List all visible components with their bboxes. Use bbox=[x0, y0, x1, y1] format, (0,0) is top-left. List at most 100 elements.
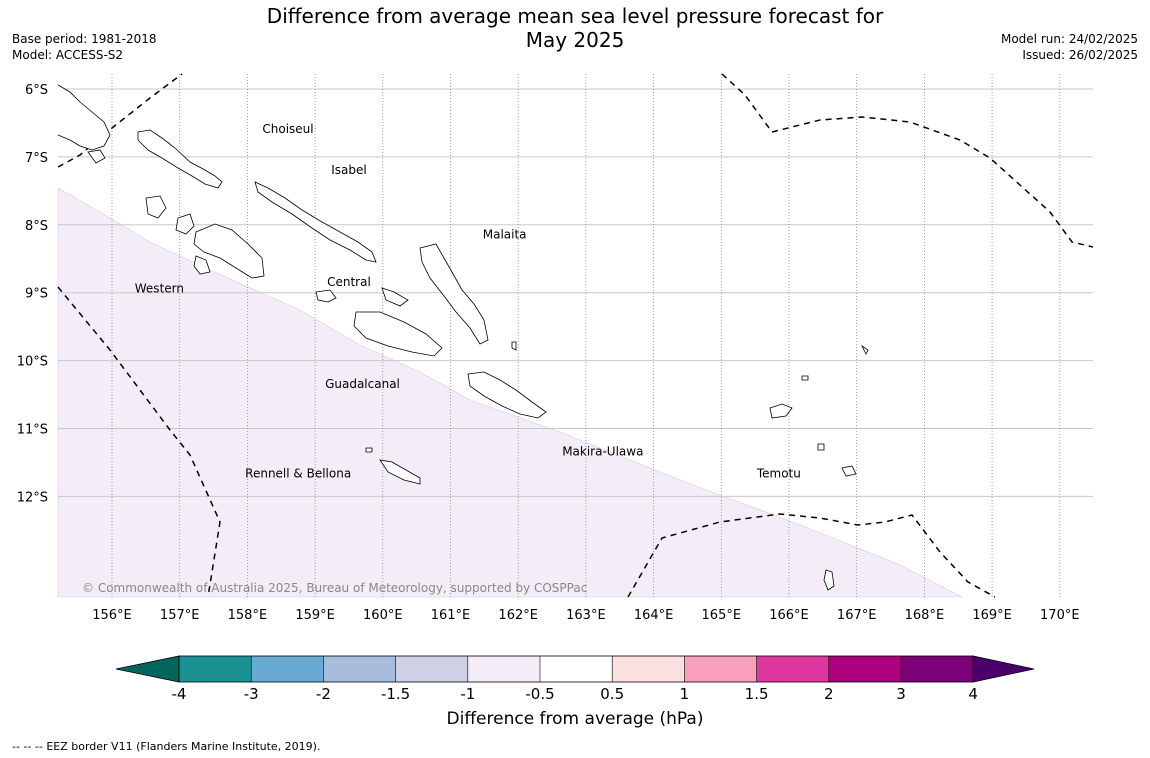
island-outlines bbox=[57, 84, 869, 591]
lat-label: 11°S bbox=[17, 423, 48, 438]
map-panel: 6°S 7°S 8°S 9°S 10°S 11°S 12°S 156°E 157°E 158°E… bbox=[17, 73, 1094, 623]
island-buka bbox=[87, 149, 106, 164]
lon-label: 167°E bbox=[837, 608, 877, 623]
title-line-1: Difference from average mean sea level p… bbox=[266, 4, 884, 28]
map-figure: 6°S 7°S 8°S 9°S 10°S 11°S 12°S 156°E 157°E 158°E… bbox=[17, 73, 1094, 700]
colorbar-segment bbox=[395, 656, 469, 682]
eez-legend-symbol: -- -- -- bbox=[12, 740, 43, 753]
colorbar-segment bbox=[179, 656, 252, 682]
island-vanikoro bbox=[841, 465, 857, 477]
island-russell bbox=[381, 287, 409, 307]
colorbar-segment bbox=[756, 656, 830, 682]
lon-label: 159°E bbox=[295, 608, 335, 623]
island-bougainville bbox=[57, 84, 111, 151]
island-rendova bbox=[193, 255, 211, 275]
issued-date: Issued: 26/02/2025 bbox=[1022, 48, 1138, 62]
colorbar-tick-label: 1 bbox=[680, 685, 690, 700]
eez-border-se bbox=[627, 513, 996, 598]
colorbar-tick-label: 3 bbox=[896, 685, 906, 700]
colorbar-tick-label: -1 bbox=[460, 685, 475, 700]
colorbar-segment bbox=[251, 656, 324, 682]
colorbar-tick-label: 2 bbox=[824, 685, 834, 700]
colorbar-tick-label: -2 bbox=[316, 685, 331, 700]
island-vella-lavella bbox=[145, 195, 167, 219]
lon-label: 158°E bbox=[228, 608, 268, 623]
island-western-group bbox=[193, 223, 265, 279]
model-name: Model: ACCESS-S2 bbox=[12, 48, 124, 62]
colorbar-tick-label: 4 bbox=[968, 685, 978, 700]
region-label: Temotu bbox=[756, 466, 801, 480]
lon-label: 169°E bbox=[972, 608, 1012, 623]
colorbar-tick-label: 1.5 bbox=[745, 685, 769, 700]
footer-legend: -- -- -- EEZ border V11 (Flanders Marine… bbox=[12, 740, 320, 753]
colorbar-tick-label: -1.5 bbox=[381, 685, 410, 700]
lon-label: 160°E bbox=[363, 608, 403, 623]
island-bellona bbox=[365, 447, 373, 453]
region-label: Choiseul bbox=[262, 122, 313, 136]
island-malaita bbox=[419, 243, 489, 345]
colorbar-title: Difference from average (hPa) bbox=[446, 709, 704, 729]
island-santa-cruz bbox=[769, 403, 793, 419]
island-tikopia bbox=[823, 569, 835, 591]
meta-left: Base period: 1981-2018 Model: ACCESS-S2 bbox=[12, 31, 157, 63]
colorbar-tick-label: -3 bbox=[244, 685, 259, 700]
eez-borders bbox=[57, 73, 1094, 598]
colorbar-tick-label: -0.5 bbox=[525, 685, 554, 700]
colorbar-tick-label: -4 bbox=[172, 685, 187, 700]
island-new-georgia bbox=[175, 213, 195, 235]
latitude-labels: 6°S 7°S 8°S 9°S 10°S 11°S 12°S bbox=[17, 83, 48, 505]
island-ulawa bbox=[511, 341, 517, 351]
latitude-gridlines bbox=[58, 88, 1093, 497]
lon-label: 164°E bbox=[634, 608, 674, 623]
lon-label: 162°E bbox=[498, 608, 538, 623]
model-run: Model run: 24/02/2025 bbox=[1000, 32, 1138, 46]
region-label: Isabel bbox=[331, 163, 366, 177]
lon-label: 166°E bbox=[769, 608, 809, 623]
lon-label: 165°E bbox=[702, 608, 742, 623]
colorbar-segment bbox=[467, 656, 541, 682]
region-label: Malaita bbox=[483, 227, 527, 241]
colorbar-segment bbox=[540, 656, 613, 682]
region-label: Western bbox=[135, 282, 184, 296]
longitude-gridlines bbox=[111, 74, 1061, 597]
lat-label: 9°S bbox=[25, 287, 48, 302]
region-label: Central bbox=[327, 275, 371, 289]
island-choiseul bbox=[137, 129, 223, 189]
lon-label: 168°E bbox=[905, 608, 945, 623]
longitude-labels: 156°E 157°E 158°E 159°E 160°E 161°E 162°E 163°E… bbox=[92, 608, 1079, 623]
eez-border-sw bbox=[57, 286, 221, 598]
base-period: Base period: 1981-2018 bbox=[12, 32, 157, 46]
colorbar-tick-label: 0.5 bbox=[600, 685, 624, 700]
colorbar-segment bbox=[612, 656, 685, 682]
island-guadalcanal bbox=[353, 311, 443, 357]
lat-label: 8°S bbox=[25, 219, 48, 234]
colorbar-segment bbox=[684, 656, 758, 682]
lon-label: 170°E bbox=[1040, 608, 1080, 623]
colorbar-segment bbox=[901, 656, 974, 682]
eez-border-ne bbox=[721, 73, 1094, 248]
lat-label: 12°S bbox=[17, 490, 48, 505]
colorbar-over-arrow bbox=[972, 655, 1035, 683]
lon-label: 156°E bbox=[92, 608, 132, 623]
island-duff bbox=[801, 375, 809, 381]
region-label: Guadalcanal bbox=[325, 377, 400, 391]
lon-label: 161°E bbox=[431, 608, 471, 623]
island-makira bbox=[467, 371, 547, 419]
island-isabel bbox=[254, 181, 377, 263]
island-florida bbox=[315, 289, 337, 303]
meta-right: Model run: 24/02/2025 Issued: 26/02/2025 bbox=[1001, 31, 1138, 63]
colorbar-under-arrow bbox=[115, 655, 180, 683]
eez-border-nw bbox=[57, 73, 183, 168]
island-ontong bbox=[860, 344, 869, 355]
region-labels: Choiseul Isabel Malaita Central Western Guada… bbox=[135, 122, 801, 480]
lat-label: 6°S bbox=[25, 83, 48, 98]
colorbar: -4 -3 -2 -1.5 -1 -0.5 0.5 1 1.5 2 3 4 bbox=[115, 655, 1035, 700]
lat-label: 10°S bbox=[17, 355, 48, 370]
colorbar-segment bbox=[828, 656, 902, 682]
title-line-2: May 2025 bbox=[525, 28, 625, 52]
eez-legend-text: EEZ border V11 (Flanders Marine Institut… bbox=[46, 740, 321, 753]
island-utupua bbox=[817, 443, 825, 451]
lon-label: 157°E bbox=[160, 608, 200, 623]
region-label: Rennell & Bellona bbox=[245, 466, 351, 480]
lat-label: 7°S bbox=[25, 151, 48, 166]
